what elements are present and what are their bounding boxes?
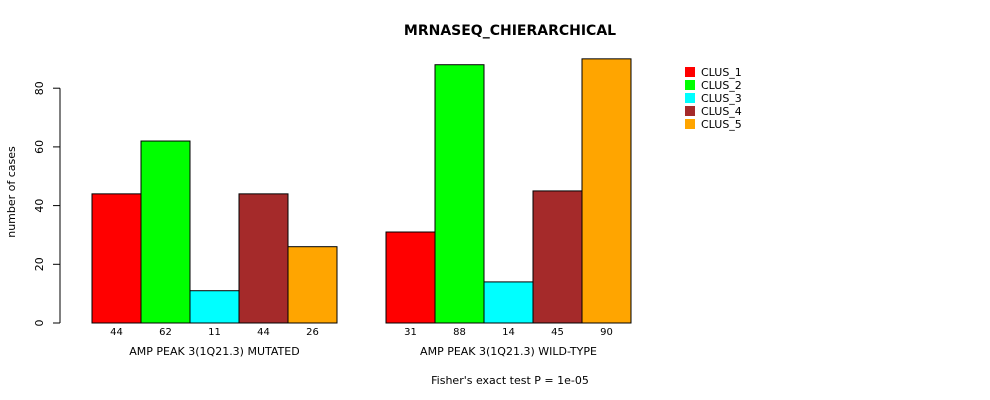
bar-clus-5	[287, 246, 338, 324]
y-axis: 0 20 40 60 80	[33, 81, 61, 327]
legend-swatch	[685, 119, 695, 129]
y-tick-label: 60	[33, 140, 46, 154]
bar-value-label: 11	[208, 327, 221, 338]
bar-value-label: 44	[110, 327, 123, 338]
legend-swatch	[685, 80, 695, 90]
bar-value-label: 14	[502, 327, 515, 338]
y-tick-label: 0	[33, 320, 46, 327]
bar-value-label: 44	[257, 327, 270, 338]
bar-clus-1	[91, 193, 142, 324]
bar-clus-4	[532, 190, 583, 324]
legend-label: CLUS_1	[701, 66, 742, 79]
legend-label: CLUS_2	[701, 79, 742, 92]
bar-value-label: 90	[600, 327, 613, 338]
bar-value-label: 45	[551, 327, 564, 338]
legend-label: CLUS_4	[701, 105, 742, 118]
group-label: AMP PEAK 3(1Q21.3) MUTATED	[129, 345, 299, 358]
bar-labels: 44 62 11 44 26 31 88 14 45 90	[110, 327, 613, 338]
y-tick-label: 20	[33, 257, 46, 271]
bar-value-label: 88	[453, 327, 466, 338]
bar-clus-5	[581, 58, 632, 324]
bar-clus-3	[189, 290, 240, 324]
bar-clus-2	[140, 140, 191, 324]
legend-label: CLUS_3	[701, 92, 742, 105]
bar-clus-2	[434, 64, 485, 324]
bar-clus-1	[385, 231, 436, 324]
fisher-test-note: Fisher's exact test P = 1e-05	[431, 374, 589, 387]
group-labels: AMP PEAK 3(1Q21.3) MUTATED AMP PEAK 3(1Q2…	[129, 345, 597, 358]
bar-clus-4	[238, 193, 289, 324]
y-axis-label: number of cases	[5, 146, 18, 238]
bar-value-label: 31	[404, 327, 417, 338]
legend-swatch	[685, 67, 695, 77]
bars	[91, 58, 632, 324]
group-label: AMP PEAK 3(1Q21.3) WILD-TYPE	[420, 345, 597, 358]
y-tick-label: 80	[33, 81, 46, 95]
legend-swatch	[685, 106, 695, 116]
chart-title: MRNASEQ_CHIERARCHICAL	[404, 23, 616, 39]
legend-label: CLUS_5	[701, 118, 742, 131]
bar-clus-3	[483, 281, 534, 324]
bar-value-label: 26	[306, 327, 319, 338]
y-tick-label: 40	[33, 199, 46, 213]
legend-swatch	[685, 93, 695, 103]
bar-value-label: 62	[159, 327, 172, 338]
